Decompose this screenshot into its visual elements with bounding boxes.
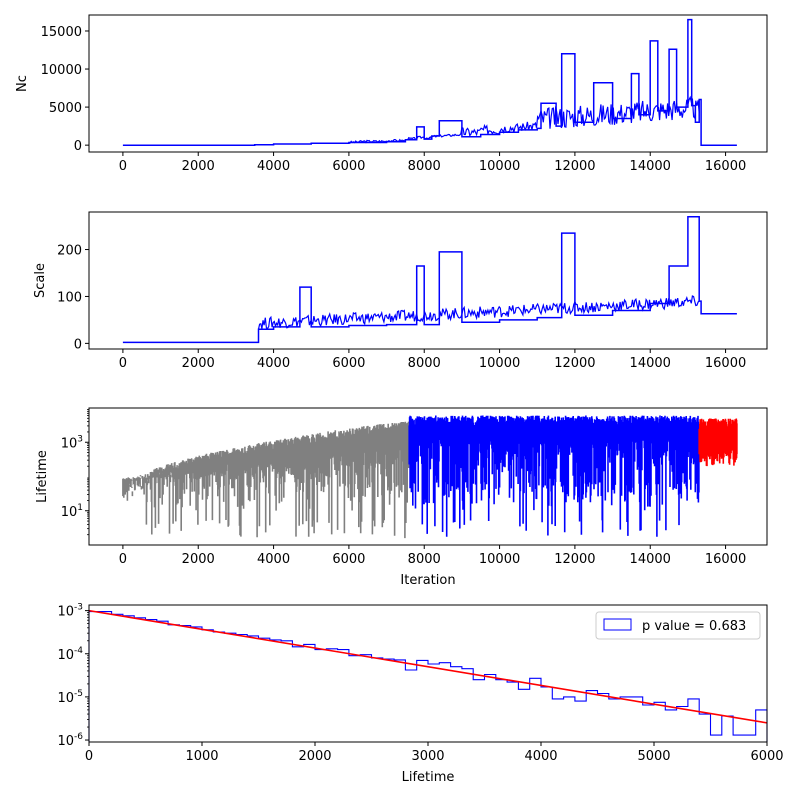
axes-frame — [88, 14, 768, 153]
trace-series-0000ff — [408, 415, 700, 537]
x-tick-label: 4000 — [257, 159, 290, 174]
y-tick-label: 10-3 — [57, 603, 83, 620]
x-tick-label: 6000 — [332, 552, 365, 567]
y-tick-label: 101 — [61, 503, 83, 520]
trace-series-ff0000 — [698, 418, 738, 467]
fit-line — [88, 609, 768, 724]
x-tick-label: 10000 — [479, 356, 520, 371]
x-tick-label: 16000 — [705, 552, 746, 567]
x-tick-label: 12000 — [554, 159, 595, 174]
axes-frame — [88, 407, 768, 546]
legend-label: p value = 0.683 — [642, 619, 746, 634]
x-tick-label: 12000 — [554, 552, 595, 567]
x-tick-label: 8000 — [408, 159, 441, 174]
x-tick-label: 12000 — [554, 356, 595, 371]
y-tick-label: 0 — [74, 337, 82, 352]
series-line — [122, 18, 737, 146]
y-tick-label: 10-5 — [57, 689, 83, 706]
x-tick-label: 16000 — [705, 159, 746, 174]
x-tick-label: 5000 — [637, 749, 670, 764]
x-axis-label: Lifetime — [402, 770, 455, 785]
x-tick-label: 0 — [119, 356, 127, 371]
legend-box — [595, 611, 761, 640]
y-tick-label: 5000 — [49, 101, 82, 116]
x-tick-label: 0 — [119, 552, 127, 567]
y-tick-label: 10-6 — [57, 732, 83, 749]
x-tick-label: 4000 — [257, 356, 290, 371]
x-tick-label: 6000 — [332, 356, 365, 371]
panel-scale: 0 2000 4000 6000 8000 10000 12000 14000 16000 0 10… — [33, 211, 768, 371]
x-tick-label: 14000 — [630, 356, 671, 371]
x-tick-label: 1000 — [185, 749, 218, 764]
x-tick-label: 10000 — [479, 159, 520, 174]
legend-swatch — [603, 618, 632, 631]
panel-nc: 0 2000 4000 6000 8000 10000 12000 14000 16000 0 50… — [15, 14, 768, 174]
x-tick-label: 16000 — [705, 356, 746, 371]
x-tick-label: 2000 — [182, 356, 215, 371]
series-line — [122, 215, 737, 344]
x-axis-label: Iteration — [400, 573, 455, 588]
y-tick-label: 200 — [57, 244, 82, 259]
y-tick-label: 10000 — [41, 63, 82, 78]
x-tick-label: 0 — [85, 749, 93, 764]
x-tick-label: 6000 — [332, 159, 365, 174]
x-tick-label: 6000 — [750, 749, 783, 764]
x-tick-label: 8000 — [408, 356, 441, 371]
x-tick-label: 14000 — [630, 159, 671, 174]
axes-frame — [88, 211, 768, 350]
trace-group — [122, 415, 738, 539]
x-tick-label: 2000 — [298, 749, 331, 764]
panel-lifetime-trace: 0 2000 4000 6000 8000 10000 12000 14000 16000 101… — [35, 407, 768, 588]
x-tick-label: 10000 — [479, 552, 520, 567]
series-noise — [257, 295, 700, 330]
y-tick-label: 10-4 — [57, 646, 83, 663]
x-tick-label: 0 — [119, 159, 127, 174]
y-tick-label: 100 — [57, 290, 82, 305]
x-tick-label: 4000 — [257, 552, 290, 567]
trace-series-808080 — [122, 421, 410, 539]
x-tick-label: 2000 — [182, 552, 215, 567]
y-tick-label: 15000 — [41, 25, 82, 40]
y-tick-label: 103 — [61, 434, 83, 451]
x-tick-label: 14000 — [630, 552, 671, 567]
x-tick-label: 4000 — [524, 749, 557, 764]
series-noise — [348, 95, 700, 144]
y-axis-label: Scale — [33, 263, 48, 298]
legend: p value = 0.683 — [595, 611, 761, 640]
x-tick-label: 8000 — [408, 552, 441, 567]
y-axis-label: Lifetime — [35, 450, 50, 503]
x-tick-label: 2000 — [182, 159, 215, 174]
x-tick-label: 3000 — [411, 749, 444, 764]
y-tick-label: 0 — [74, 139, 82, 154]
panel-lifetime-histogram: 0 1000 2000 3000 4000 5000 6000 10-6 10-5 10-4 10-… — [57, 603, 783, 785]
y-axis-label: Nc — [15, 75, 30, 92]
